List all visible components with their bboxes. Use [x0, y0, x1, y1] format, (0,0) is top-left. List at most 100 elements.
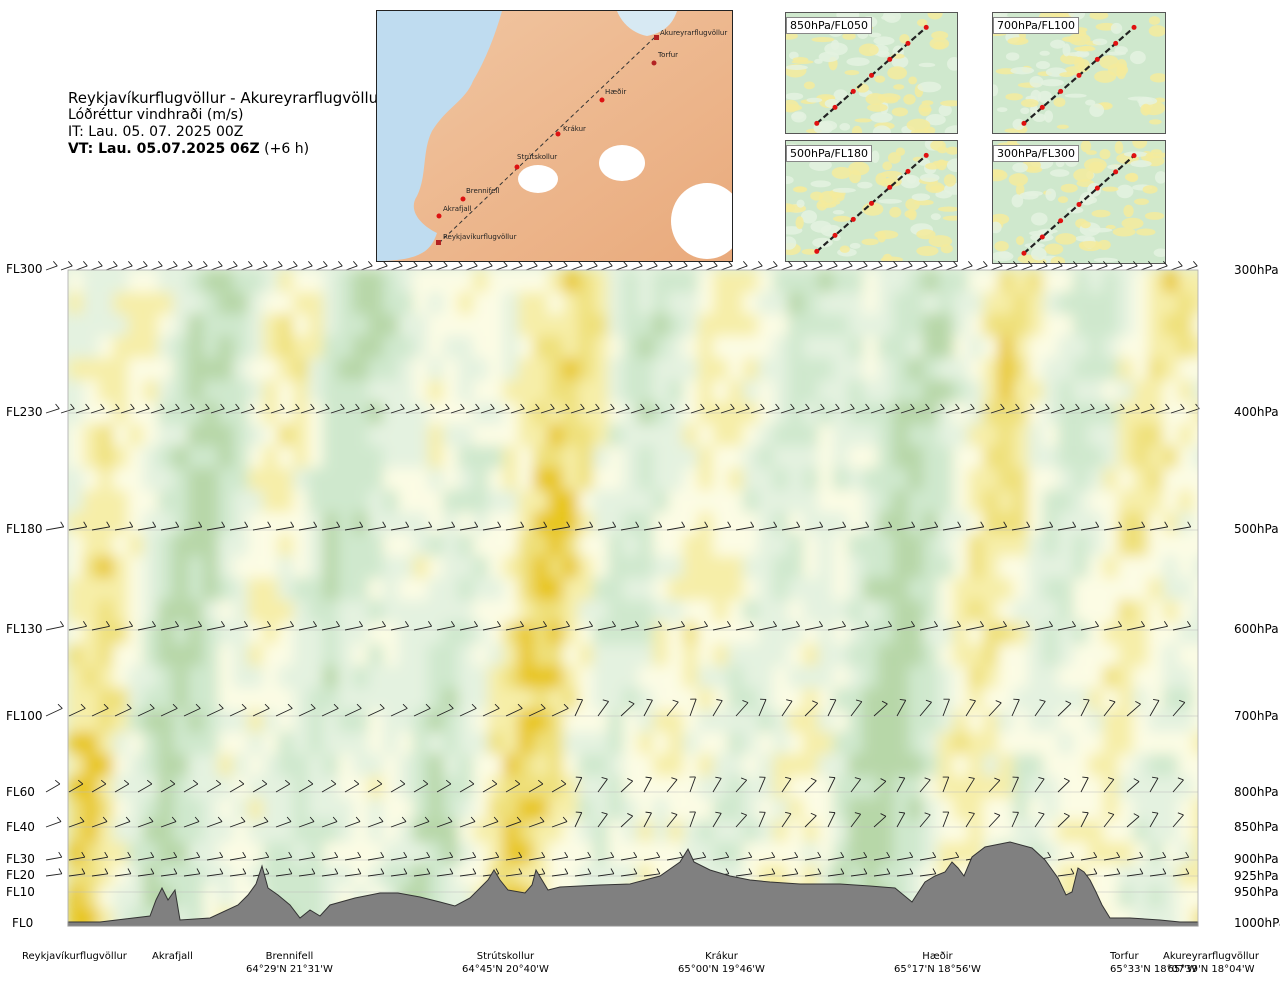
field-cell: [428, 490, 445, 514]
barb-shaft: [435, 265, 448, 271]
field-cell: [1133, 666, 1150, 690]
field-cell: [848, 776, 865, 800]
field-cell: [353, 688, 370, 712]
barb-shaft: [930, 265, 943, 271]
field-cell: [1103, 314, 1120, 338]
barb-shaft: [1125, 265, 1138, 271]
level-panel-500[interactable]: 500hPa/FL180: [785, 140, 958, 262]
field-cell: [188, 556, 205, 580]
barb-flag: [1073, 261, 1078, 267]
level-panel-300[interactable]: 300hPa/FL300: [992, 140, 1166, 264]
wind-barb: [1155, 403, 1170, 414]
barb-flag: [670, 403, 675, 409]
field-cell: [548, 424, 565, 448]
barb-flag: [102, 816, 108, 822]
field-cell: [1028, 358, 1045, 382]
field-cell: [758, 380, 775, 404]
field-cell: [338, 776, 355, 800]
field-cell: [248, 336, 265, 360]
field-cell: [1103, 622, 1120, 646]
barb-shaft: [919, 856, 936, 861]
barb-shaft: [252, 783, 268, 793]
field-cell: [293, 622, 310, 646]
field-cell: [638, 754, 655, 778]
field-cell: [533, 468, 550, 492]
field-cell: [833, 402, 850, 426]
wind-barb: [643, 521, 663, 531]
barb-flag: [265, 851, 270, 858]
field-cell: [728, 820, 745, 844]
field-cell: [263, 820, 280, 844]
field-cell: [848, 490, 865, 514]
barb-shaft: [321, 526, 340, 531]
barb-flag: [55, 403, 60, 409]
mini-field-blob: [832, 210, 845, 215]
field-cell: [533, 644, 550, 668]
field-cell: [458, 688, 475, 712]
barb-flag: [730, 403, 735, 409]
level-panel-700[interactable]: 700hPa/FL100: [992, 12, 1166, 134]
field-cell: [533, 820, 550, 844]
field-cell: [533, 512, 550, 536]
barb-flag: [1090, 403, 1095, 409]
wind-barb: [705, 261, 718, 271]
wind-barb: [390, 403, 405, 414]
field-cell: [653, 556, 670, 580]
field-cell: [68, 490, 85, 514]
field-cell: [953, 336, 970, 360]
barb-flag: [428, 521, 433, 528]
barb-flag: [932, 851, 937, 858]
field-cell: [308, 776, 325, 800]
field-cell: [623, 688, 640, 712]
field-cell: [848, 424, 865, 448]
field-cell: [413, 600, 430, 624]
barb-shaft: [574, 526, 593, 531]
field-cell: [578, 578, 595, 602]
field-cell: [1043, 732, 1060, 756]
barb-flag: [671, 777, 678, 780]
field-cell: [593, 842, 610, 866]
field-cell: [758, 512, 775, 536]
field-cell: [878, 644, 895, 668]
field-cell: [98, 512, 115, 536]
barb-flag: [505, 403, 510, 409]
route-map[interactable]: Akureyrarflugvöllur Torfur Hæðir Krákur …: [376, 10, 733, 262]
field-cell: [773, 468, 790, 492]
field-cell: [923, 402, 940, 426]
field-cell: [758, 600, 775, 624]
barb-flag: [160, 403, 165, 409]
field-cell: [683, 512, 700, 536]
field-cell: [1193, 270, 1198, 294]
barb-shaft: [91, 526, 110, 531]
field-cell: [1118, 556, 1135, 580]
field-cell: [1148, 534, 1165, 558]
field-cell: [788, 710, 805, 734]
level-panel-850[interactable]: 850hPa/FL050: [785, 12, 958, 134]
wind-barb: [360, 403, 375, 414]
field-cell: [578, 336, 595, 360]
barb-flag: [1048, 620, 1053, 627]
field-cell: [1073, 754, 1090, 778]
mini-waypoint: [1094, 56, 1100, 62]
barb-shaft: [942, 811, 950, 828]
field-cell: [713, 512, 730, 536]
field-cell: [308, 710, 325, 734]
field-cell: [818, 622, 835, 646]
field-cell: [803, 380, 820, 404]
field-cell: [83, 622, 100, 646]
field-cell: [788, 820, 805, 844]
barb-flag: [1047, 851, 1052, 858]
field-cell: [278, 600, 295, 624]
field-cell: [398, 292, 415, 316]
barb-flag: [378, 816, 384, 822]
route-line: [438, 36, 656, 244]
wind-barb: [780, 261, 793, 271]
barb-shaft: [1057, 703, 1072, 717]
station-label: Krákur 65°00'N 19°46'W: [678, 950, 765, 976]
barb-shaft: [528, 821, 545, 828]
field-cell: [1028, 270, 1045, 294]
wind-barb: [896, 776, 906, 793]
barb-shaft: [160, 707, 178, 717]
field-cell: [518, 380, 535, 404]
glacier-vatnajokull: [671, 183, 732, 259]
